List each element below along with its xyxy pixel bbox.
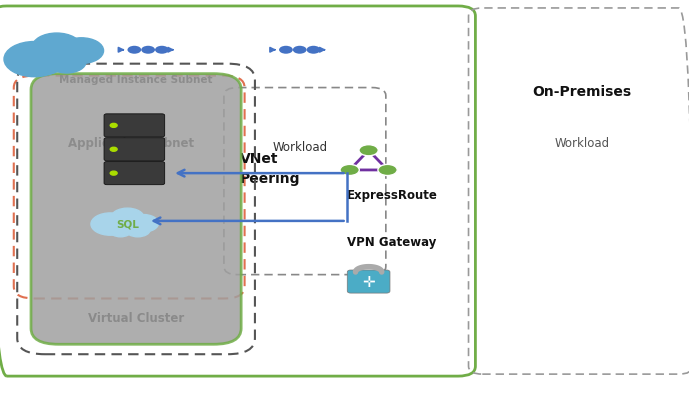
Text: Managed Instance Subnet: Managed Instance Subnet: [59, 74, 212, 85]
Circle shape: [128, 215, 158, 232]
Circle shape: [293, 46, 307, 54]
Text: ✛: ✛: [362, 275, 375, 290]
Circle shape: [378, 164, 397, 176]
Circle shape: [141, 46, 155, 54]
Text: Workload: Workload: [272, 141, 327, 154]
Circle shape: [307, 46, 320, 54]
Text: Workload: Workload: [103, 115, 158, 128]
Circle shape: [110, 123, 117, 127]
Text: On-Premises: On-Premises: [533, 84, 632, 99]
FancyBboxPatch shape: [104, 162, 165, 185]
Text: Workload: Workload: [555, 137, 610, 150]
Circle shape: [155, 46, 169, 54]
FancyBboxPatch shape: [104, 114, 165, 137]
FancyBboxPatch shape: [104, 138, 165, 161]
Circle shape: [110, 224, 132, 237]
Circle shape: [359, 145, 378, 156]
Circle shape: [111, 208, 144, 227]
FancyBboxPatch shape: [347, 270, 390, 293]
Circle shape: [59, 38, 103, 64]
Circle shape: [48, 51, 86, 73]
Circle shape: [110, 171, 117, 175]
Text: SQL: SQL: [116, 220, 139, 230]
Circle shape: [127, 46, 141, 54]
Circle shape: [91, 213, 130, 235]
Circle shape: [32, 33, 81, 61]
Text: Virtual Cluster: Virtual Cluster: [88, 312, 184, 325]
FancyBboxPatch shape: [31, 74, 241, 344]
Text: ExpressRoute: ExpressRoute: [347, 189, 438, 201]
Circle shape: [4, 41, 65, 77]
Text: VNet: VNet: [240, 152, 278, 166]
Text: Peering: Peering: [240, 172, 300, 186]
Circle shape: [340, 164, 360, 176]
Circle shape: [28, 54, 63, 74]
Circle shape: [110, 147, 117, 151]
Circle shape: [279, 46, 293, 54]
Text: Application Subnet: Application Subnet: [68, 137, 194, 150]
Text: VPN Gateway: VPN Gateway: [347, 236, 437, 249]
Circle shape: [125, 222, 150, 237]
